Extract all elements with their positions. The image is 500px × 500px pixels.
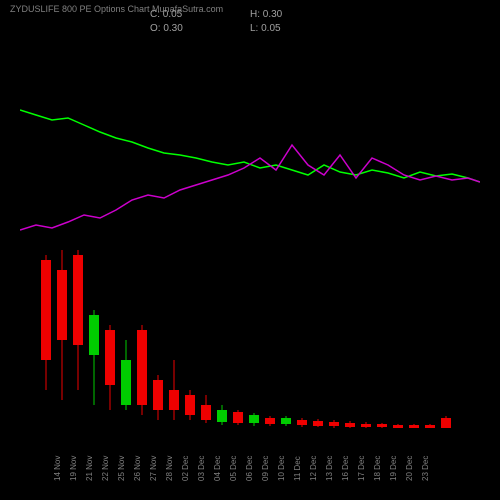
x-axis-label: 21 Nov — [85, 456, 94, 481]
x-axis-label: 10 Dec — [277, 456, 286, 481]
x-axis-label: 18 Dec — [373, 456, 382, 481]
x-axis-label: 09 Dec — [261, 456, 270, 481]
ohlc-h: H: 0.30 — [250, 8, 310, 22]
ohlc-block: C: 0.05 H: 0.30 O: 0.30 L: 0.05 — [150, 8, 310, 36]
chart-svg — [20, 50, 480, 440]
x-axis-label: 22 Nov — [101, 456, 110, 481]
x-axis-label: 04 Dec — [213, 456, 222, 481]
x-axis-label: 12 Dec — [309, 456, 318, 481]
x-axis-label: 17 Dec — [357, 456, 366, 481]
x-axis-label: 03 Dec — [197, 456, 206, 481]
x-axis-label: 20 Dec — [405, 456, 414, 481]
x-axis-label: 06 Dec — [245, 456, 254, 481]
ohlc-o: O: 0.30 — [150, 22, 210, 36]
x-axis-label: 11 Dec — [293, 456, 302, 481]
ohlc-l: L: 0.05 — [250, 22, 310, 36]
x-axis-label: 19 Nov — [69, 456, 78, 481]
x-axis-label: 19 Dec — [389, 456, 398, 481]
x-axis-label: 13 Dec — [325, 456, 334, 481]
ohlc-c: C: 0.05 — [150, 8, 210, 22]
x-axis-label: 14 Nov — [53, 456, 62, 481]
x-axis-label: 25 Nov — [117, 456, 126, 481]
x-axis-label: 23 Dec — [421, 456, 430, 481]
x-axis-label: 28 Nov — [165, 456, 174, 481]
x-axis-label: 02 Dec — [181, 456, 190, 481]
x-axis: 14 Nov 19 Nov 21 Nov 22 Nov 25 Nov 26 Nov 27 N… — [20, 440, 480, 490]
x-axis-label: 27 Nov — [149, 456, 158, 481]
x-axis-label: 05 Dec — [229, 456, 238, 481]
x-axis-label: 16 Dec — [341, 456, 350, 481]
chart-area — [20, 50, 480, 440]
x-axis-label: 26 Nov — [133, 456, 142, 481]
